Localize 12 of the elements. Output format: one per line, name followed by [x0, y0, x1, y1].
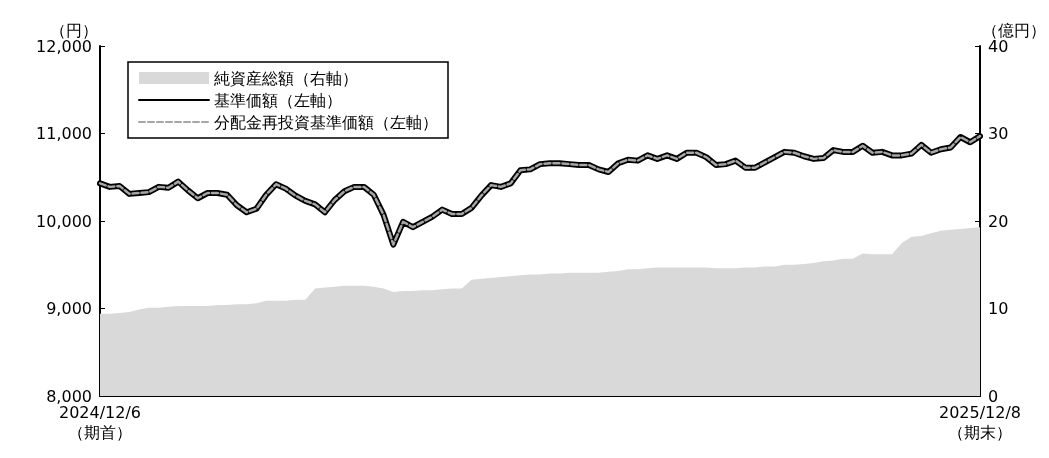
legend-label: 純資産総額（右軸）	[214, 68, 358, 88]
y2-tick-label: 10	[988, 299, 1009, 318]
legend-label: 基準価額（左軸）	[214, 90, 342, 110]
y-tick-label: 10,000	[36, 211, 92, 231]
y-tick-label: 9,000	[46, 299, 92, 318]
y-axis-title: （円）	[50, 20, 98, 40]
y2-tick-label: 30	[988, 124, 1009, 143]
y2-axis-title: （億円）	[982, 20, 1046, 40]
y2-tick-label: 20	[988, 211, 1009, 231]
y-tick-label: 11,000	[36, 124, 92, 143]
legend-label: 分配金再投資基準価額（左軸）	[214, 112, 438, 132]
y-tick-label: 8,000	[46, 386, 92, 406]
